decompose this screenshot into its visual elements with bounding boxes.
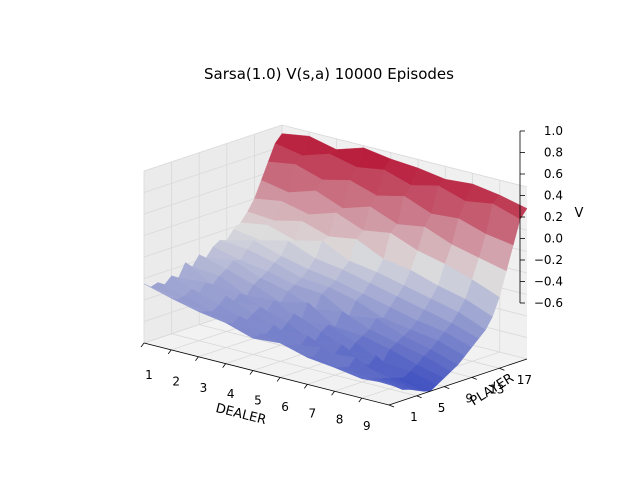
y-tick-mark (471, 377, 477, 380)
x-tick-mark (358, 397, 363, 403)
y-tick-label: 1 (410, 410, 418, 424)
surface-mesh (143, 133, 528, 392)
z-tick-label: 0.4 (544, 189, 563, 203)
x-tick-label: 4 (227, 387, 235, 401)
tick-labels: 1 2 3 4 5 6 7 8 9 1 5 9 13 17 −0.6 −0.4 −0.2 0.0 0.2 0.4 0.6… (145, 124, 563, 433)
z-tick-label: 1.0 (544, 124, 563, 138)
x-tick-label: 8 (336, 413, 344, 427)
z-tick-label: 0.6 (544, 167, 563, 181)
x-tick-label: 6 (281, 400, 289, 414)
x-tick-mark (195, 356, 199, 362)
x-tick-label: 7 (309, 406, 317, 420)
x-tick-mark (167, 349, 172, 355)
axis-lines (140, 130, 528, 408)
y-axis-line (388, 358, 528, 406)
chart-title: Sarsa(1.0) V(s,a) 10000 Episodes (204, 65, 454, 83)
x-tick-mark (249, 370, 254, 375)
z-tick-label: 0.0 (544, 232, 563, 246)
x-tick-mark (222, 363, 226, 368)
x-tick-label: 5 (254, 394, 262, 408)
x-tick-label: 1 (145, 368, 153, 382)
z-tick-label: −0.4 (534, 275, 563, 289)
x-tick-label: 3 (200, 381, 208, 395)
z-tick-label: 0.8 (544, 146, 563, 160)
y-tick-mark (388, 404, 395, 408)
x-tick-mark (276, 377, 281, 382)
y-tick-mark (499, 367, 505, 371)
y-tick-label: 9 (465, 392, 473, 406)
grid-line-z (143, 124, 528, 188)
y-tick-label: 13 (489, 382, 504, 396)
z-axis-label: V (575, 206, 584, 221)
y-tick-label: 17 (517, 373, 532, 387)
z-tick-label: −0.2 (534, 253, 563, 267)
x-tick-label: 2 (172, 374, 180, 388)
z-tick-label: −0.6 (534, 296, 563, 310)
x-tick-mark (304, 384, 308, 389)
x-tick-mark (331, 390, 335, 396)
surface-patch (361, 378, 396, 387)
x-tick-label: 9 (363, 419, 371, 433)
x-tick-mark (140, 342, 145, 348)
y-tick-mark (444, 386, 450, 389)
y-tick-mark (416, 395, 422, 399)
z-tick-label: 0.2 (544, 210, 563, 224)
x-axis-line (143, 342, 390, 406)
y-tick-label: 5 (438, 401, 446, 415)
